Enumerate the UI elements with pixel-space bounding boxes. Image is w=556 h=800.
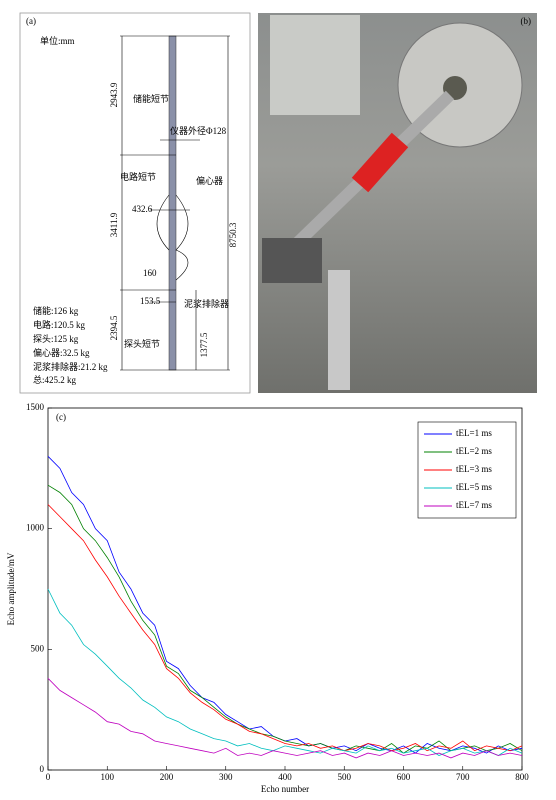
photo-tool-red — [351, 132, 409, 193]
panel-label: (b) — [521, 16, 532, 26]
dimension: 153.5 — [140, 296, 161, 306]
centralizer — [156, 194, 170, 251]
legend-label: tEL=5 ms — [456, 482, 492, 492]
panel-label: (c) — [56, 412, 66, 422]
photo-stand — [328, 270, 350, 390]
legend-box — [417, 421, 517, 519]
x-tick-label: 0 — [46, 772, 51, 782]
dimension: 2394.5 — [109, 315, 119, 340]
part-label: 偏心器 — [196, 175, 223, 186]
legend-label: tEL=2 ms — [456, 446, 492, 456]
panel-a-frame — [19, 12, 251, 394]
weight: 总:425.2 kg — [33, 374, 77, 385]
x-tick-label: 100 — [101, 772, 115, 782]
x-tick-label: 700 — [456, 772, 470, 782]
unit: 单位:mm — [40, 35, 75, 46]
x-tick-label: 200 — [160, 772, 174, 782]
series-line — [47, 484, 523, 754]
y-tick-label: 500 — [31, 643, 45, 653]
part-label: 储能短节 — [133, 93, 169, 104]
x-tick-label: 300 — [219, 772, 233, 782]
part-label: 电路短节 — [120, 171, 156, 182]
part-label: 仪器外径Φ128 — [170, 125, 227, 136]
dimension-lines — [120, 35, 230, 371]
y-tick-label: 0 — [40, 764, 45, 774]
legend-label: tEL=7 ms — [456, 500, 492, 510]
legend-label: tEL=3 ms — [456, 464, 492, 474]
dimension: 432.6 — [132, 204, 153, 214]
part-label: 探头短节 — [124, 338, 160, 349]
y-tick-label: 1000 — [26, 523, 45, 533]
y-axis-label: Echo amplitude/mV — [6, 552, 16, 625]
panel-label: (a) — [26, 16, 36, 26]
dimension: 3411.9 — [109, 212, 119, 237]
weight: 偏心器:32.5 kg — [33, 347, 90, 358]
x-tick-label: 500 — [338, 772, 352, 782]
legend-label: tEL=1 ms — [456, 428, 492, 438]
weight: 泥浆排除器:21.2 kg — [33, 361, 108, 372]
centralizer — [175, 194, 189, 281]
weight: 探头:125 kg — [33, 333, 79, 344]
photo-background — [270, 15, 360, 115]
panel-b: (b) — [258, 13, 537, 393]
series-line — [47, 504, 523, 752]
dimension: 1377.5 — [199, 332, 209, 357]
y-tick-label: 1500 — [26, 402, 45, 412]
dimension: 8750.3 — [228, 222, 238, 247]
x-tick-label: 400 — [278, 772, 292, 782]
weight: 电路:120.5 kg — [33, 319, 86, 330]
panel-a: (a) 单位:mm 2943.9 3411.9 8750.3 432.6 160… — [19, 12, 251, 394]
part-label: 泥浆排除器 — [184, 298, 229, 309]
weight: 储能:126 kg — [33, 305, 79, 316]
tool-body — [168, 35, 177, 371]
x-tick-label: 600 — [397, 772, 411, 782]
dimension: 2943.9 — [109, 82, 119, 107]
dimension: 160 — [143, 268, 157, 278]
series-line — [47, 588, 523, 756]
series-line — [47, 678, 523, 759]
x-tick-label: 800 — [515, 772, 529, 782]
photo-end — [262, 238, 322, 283]
x-axis-label: Echo number — [261, 784, 309, 794]
